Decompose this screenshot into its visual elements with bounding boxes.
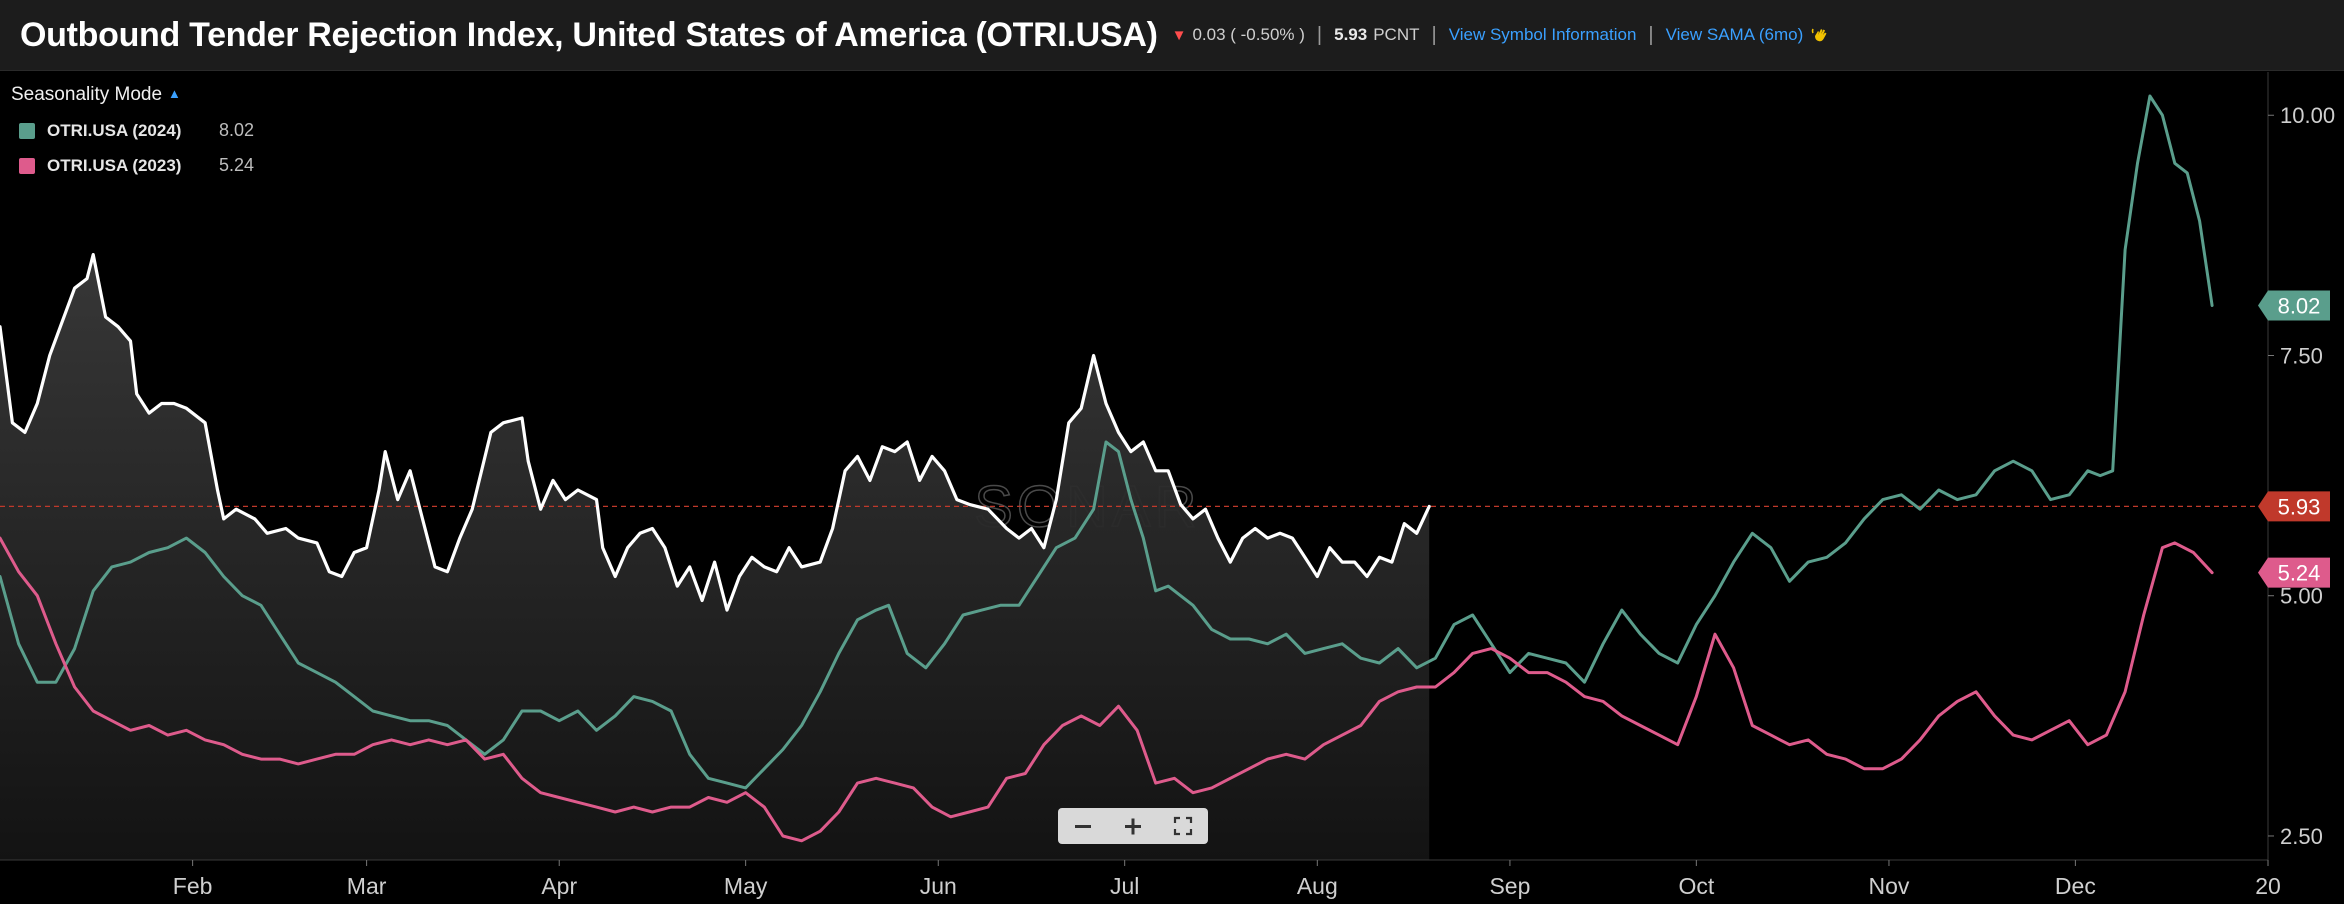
legend-series-name: OTRI.USA (2024)	[47, 120, 182, 140]
chart-title: Outbound Tender Rejection Index, United …	[20, 15, 1158, 54]
x-tick-label: 20	[2255, 873, 2281, 899]
last-value: 5.93	[1334, 25, 1368, 44]
legend-swatch	[19, 157, 35, 174]
last-value-unit: PCNT	[1373, 25, 1420, 44]
chart-plot[interactable]: SONAR 2.505.007.5010.00FebMarAprMayJunJu…	[0, 72, 2344, 904]
waving-hand-icon[interactable]	[1811, 25, 1831, 45]
end-value-badge: 5.24	[2258, 557, 2330, 588]
change-value: 0.03 ( -0.50% )	[1192, 25, 1305, 44]
current-year-area	[0, 254, 1430, 861]
legend-series-value: 5.24	[219, 155, 255, 175]
x-tick-label: Feb	[173, 873, 213, 899]
zoom-in-button[interactable]	[1113, 811, 1153, 841]
y-tick-label: 5.00	[2280, 584, 2323, 609]
badge-label: 5.24	[2278, 561, 2321, 586]
fullscreen-button[interactable]	[1163, 811, 1203, 841]
view-symbol-info-link[interactable]: View Symbol Information	[1448, 25, 1637, 44]
seasonality-mode-label[interactable]: Seasonality Mode	[11, 84, 163, 105]
legend: Seasonality Mode ▲ OTRI.USA (2024) 8.02 O…	[11, 84, 254, 176]
zoom-controls	[1058, 808, 1208, 844]
x-tick-label: Mar	[347, 873, 387, 899]
header-divider: |	[1316, 23, 1323, 46]
x-tick-label: Oct	[1678, 873, 1714, 899]
x-tick-label: Jul	[1110, 873, 1139, 899]
legend-item-2023[interactable]: OTRI.USA (2023) 5.24	[11, 155, 254, 176]
x-tick-label: Nov	[1869, 873, 1910, 899]
minus-icon	[1075, 825, 1091, 828]
series-line-2024[interactable]	[0, 94, 2214, 790]
badge-shape	[2258, 290, 2330, 321]
down-arrow-icon: ▼	[1171, 26, 1187, 44]
y-tick-label: 10.00	[2280, 103, 2335, 128]
view-sama-link[interactable]: View SAMA (6mo)	[1665, 25, 1804, 44]
badge-shape	[2258, 491, 2330, 522]
y-tick-label: 2.50	[2280, 824, 2323, 849]
legend-series-name: OTRI.USA (2023)	[47, 155, 182, 175]
chevron-up-icon[interactable]: ▲	[168, 86, 181, 101]
x-tick-label: Dec	[2055, 873, 2096, 899]
header-divider: |	[1431, 23, 1437, 46]
header-divider: |	[1648, 23, 1654, 46]
series-line-current[interactable]	[0, 253, 1431, 612]
series-line-2023[interactable]	[0, 536, 2214, 843]
x-tick-label: Jun	[920, 873, 957, 899]
legend-swatch	[19, 122, 35, 139]
x-tick-label: Sep	[1489, 873, 1530, 899]
zoom-out-button[interactable]	[1063, 811, 1103, 841]
end-value-badge: 5.93	[2258, 491, 2330, 522]
legend-series-value: 8.02	[219, 120, 255, 140]
legend-item-2024[interactable]: OTRI.USA (2024) 8.02	[11, 120, 254, 141]
y-tick-label: 7.50	[2280, 343, 2323, 368]
end-value-badge: 8.02	[2258, 290, 2330, 321]
seasonality-mode-toggle[interactable]: Seasonality Mode ▲	[11, 84, 254, 106]
x-tick-label: Aug	[1297, 873, 1338, 899]
badge-label: 8.02	[2278, 294, 2321, 319]
fullscreen-icon	[1173, 816, 1193, 836]
badge-label: 5.93	[2278, 494, 2321, 519]
x-tick-label: May	[724, 873, 768, 899]
x-tick-label: Apr	[541, 873, 577, 899]
plus-icon	[1125, 818, 1141, 835]
badge-shape	[2258, 557, 2330, 588]
chart-header: Outbound Tender Rejection Index, United …	[0, 0, 2344, 71]
